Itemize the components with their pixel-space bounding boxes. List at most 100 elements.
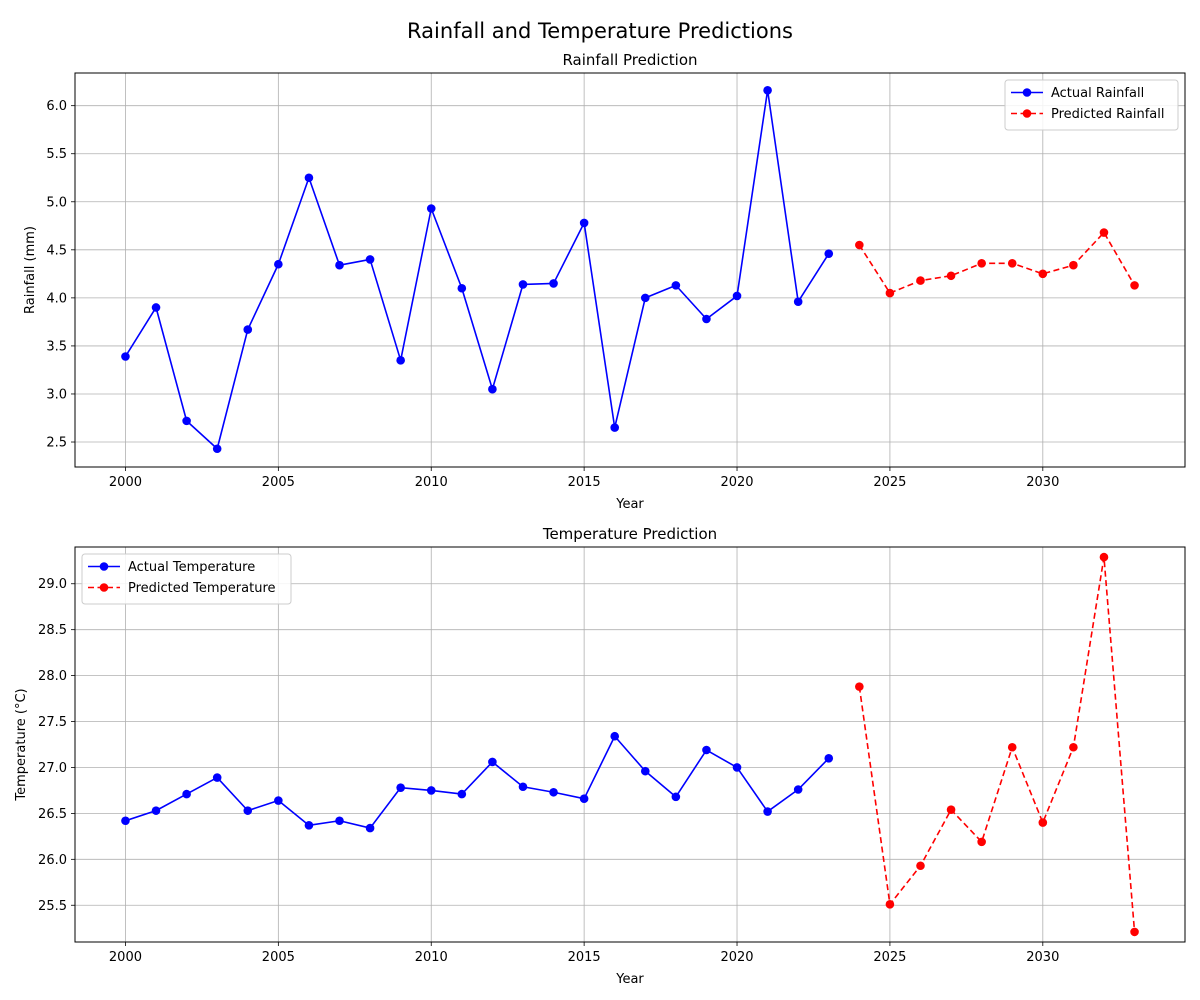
temperature-y-tick-label: 27.0 (38, 761, 67, 776)
temperature-actual-data-point (824, 753, 834, 763)
temperature-actual-data-point (212, 773, 222, 782)
rainfall-actual-data-point (151, 303, 161, 312)
rainfall-actual-data-point (579, 218, 589, 228)
temperature-actual-data-point (243, 806, 253, 815)
temperature-actual-data-point (121, 816, 130, 826)
rainfall-y-tick-label: 2.5 (46, 436, 67, 451)
rainfall-actual-data-point (824, 249, 834, 258)
rainfall-chart-panel: 2000 2005 2010 2015 2020 2025 2030 2.5 3.0 3.5 4.0… (23, 51, 1186, 512)
temperature-predicted-data-point (977, 837, 986, 847)
temperature-actual-data-point (640, 766, 650, 776)
temperature-actual-data-point (488, 757, 497, 767)
rainfall-predicted-data-point (1038, 269, 1048, 279)
temperature-actual-data-point (610, 731, 620, 741)
rainfall-actual-data-point (182, 416, 191, 426)
rainfall-plot-frame (74, 72, 1186, 468)
temperature-actual-data-point (182, 789, 191, 799)
rainfall-x-tick-label: 2030 (1026, 475, 1059, 490)
rainfall-actual-data-point (671, 281, 681, 290)
rainfall-legend: Actual Rainfall Predicted Rainfall (1004, 79, 1179, 131)
temperature-predicted-data-point (1130, 927, 1139, 937)
temperature-predicted-data-point (855, 682, 864, 691)
temperature-actual-data-point (304, 821, 314, 830)
rainfall-predicted-data-point (1069, 260, 1078, 270)
temperature-legend: Actual Temperature Predicted Temperature (81, 553, 292, 605)
rainfall-y-tick-label: 4.0 (46, 291, 67, 306)
temperature-predicted-legend-marker (99, 583, 109, 592)
rainfall-actual-legend-label: Actual Rainfall (1051, 86, 1144, 101)
temperature-y-tick-label: 27.5 (38, 715, 67, 730)
rainfall-x-axis-label: Year (615, 497, 644, 512)
rainfall-predicted-data-point (1130, 281, 1139, 290)
temperature-legend-box (81, 553, 292, 605)
temperature-x-tick-label: 2000 (109, 950, 142, 965)
rainfall-predicted-data-point (1007, 258, 1017, 268)
temperature-y-tick-label: 28.5 (38, 623, 67, 638)
rainfall-x-tick-label: 2000 (109, 475, 142, 490)
temperature-predicted-data-point (1069, 742, 1078, 752)
rainfall-predicted-legend-marker (1022, 109, 1032, 118)
temperature-actual-data-point (763, 807, 772, 816)
rainfall-actual-data-point (793, 297, 803, 307)
rainfall-predicted-data-point (885, 288, 895, 298)
temperature-predicted-data-point (916, 861, 925, 871)
temperature-actual-data-point (671, 792, 681, 802)
temperature-actual-data-point (274, 796, 283, 805)
rainfall-y-tick-label: 5.5 (46, 147, 67, 162)
rainfall-predicted-data-point (855, 240, 864, 250)
rainfall-actual-data-point (396, 356, 405, 365)
rainfall-actual-data-point (763, 85, 772, 95)
temperature-predicted-data-point (1007, 742, 1017, 752)
temperature-actual-data-point (151, 806, 161, 815)
temperature-actual-data-point (335, 816, 344, 826)
temperature-predicted-legend-label: Predicted Temperature (128, 581, 276, 596)
rainfall-x-tick-label: 2010 (415, 475, 448, 490)
rainfall-actual-data-point (274, 259, 283, 269)
temperature-actual-data-point (518, 782, 528, 792)
rainfall-actual-legend-marker (1022, 88, 1032, 97)
temperature-predicted-data-point (885, 900, 895, 909)
rainfall-predicted-data-point (977, 258, 986, 268)
temperature-actual-data-point (457, 789, 467, 799)
rainfall-chart-title: Rainfall Prediction (562, 51, 697, 69)
rainfall-actual-data-point (488, 384, 497, 394)
rainfall-predicted-data-point (916, 276, 925, 285)
temperature-x-tick-label: 2030 (1026, 950, 1059, 965)
temperature-actual-data-point (549, 787, 558, 797)
rainfall-y-axis-label: Rainfall (mm) (23, 226, 38, 314)
rainfall-actual-data-point (549, 279, 558, 288)
rainfall-actual-series-line (124, 89, 830, 450)
temperature-actual-legend-label: Actual Temperature (128, 560, 255, 575)
rainfall-y-tick-label: 3.5 (46, 339, 67, 354)
rainfall-x-tick-label: 2020 (720, 475, 753, 490)
rainfall-x-tick-label: 2015 (568, 475, 601, 490)
rainfall-predicted-data-point (946, 271, 956, 281)
temperature-actual-data-point (396, 783, 405, 792)
rainfall-y-tick-label: 4.5 (46, 243, 67, 258)
rainfall-predicted-legend-label: Predicted Rainfall (1051, 107, 1165, 122)
rainfall-actual-data-point (610, 423, 620, 432)
temperature-predicted-data-point (1099, 552, 1109, 562)
temperature-x-tick-label: 2025 (873, 950, 906, 965)
temperature-x-tick-label: 2010 (415, 950, 448, 965)
rainfall-actual-data-point (732, 291, 742, 301)
rainfall-actual-data-point (121, 352, 130, 361)
figure-title: Rainfall and Temperature Predictions (407, 19, 793, 43)
temperature-y-tick-label: 26.0 (38, 853, 67, 868)
temperature-y-tick-label: 28.0 (38, 669, 67, 684)
temperature-x-tick-label: 2015 (568, 950, 601, 965)
temperature-x-tick-label: 2020 (720, 950, 753, 965)
rainfall-predicted-series-line (858, 231, 1136, 294)
rainfall-actual-data-point (426, 204, 436, 213)
temperature-y-tick-label: 26.5 (38, 807, 67, 822)
rainfall-actual-data-point (365, 255, 375, 264)
temperature-actual-legend-marker (99, 562, 109, 571)
rainfall-actual-data-point (640, 293, 650, 303)
temperature-chart-title: Temperature Prediction (542, 525, 717, 543)
temperature-actual-data-point (732, 763, 742, 772)
rainfall-predicted-data-point (1099, 228, 1109, 237)
rainfall-actual-data-point (243, 325, 253, 334)
temperature-predicted-data-point (1038, 818, 1048, 827)
